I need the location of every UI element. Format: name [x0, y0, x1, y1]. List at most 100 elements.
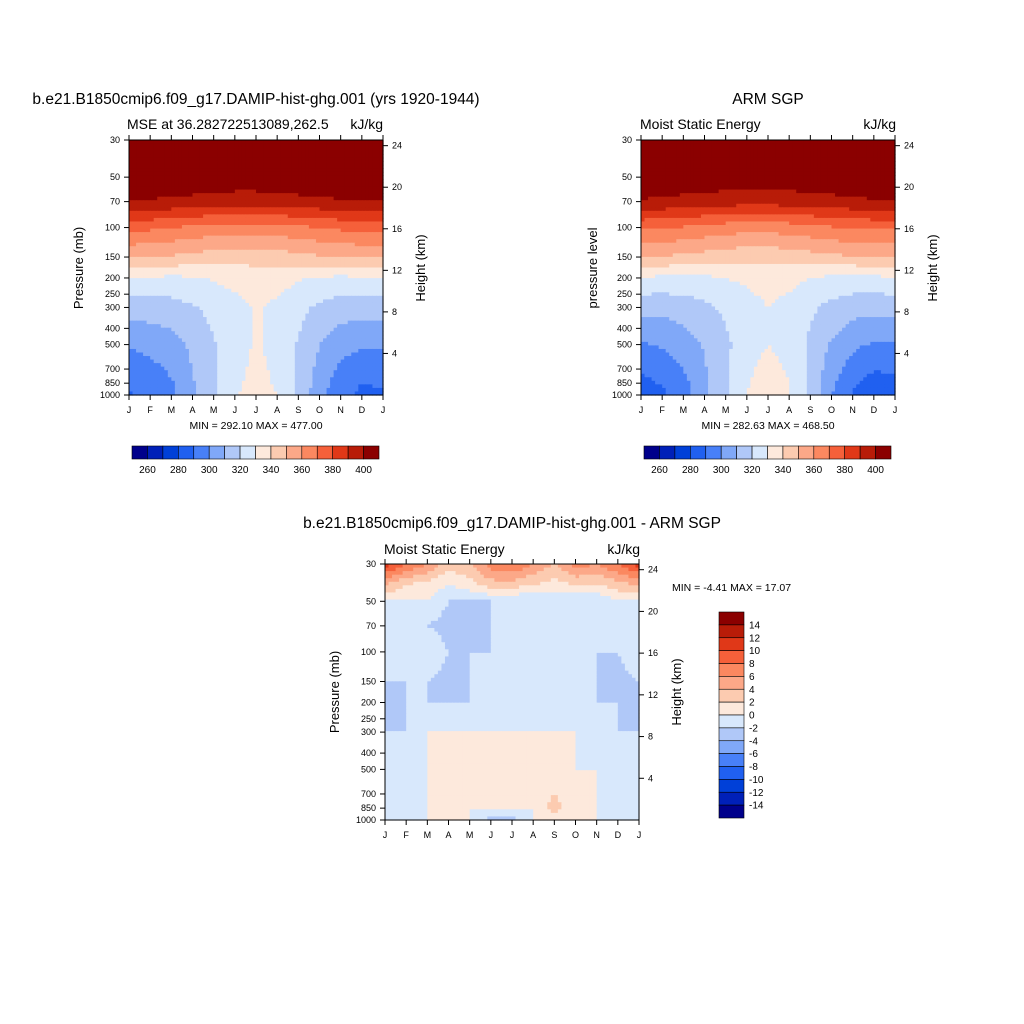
heatmap-cell [188, 260, 194, 265]
heatmap-cell [315, 171, 321, 177]
heatmap-cell [150, 228, 155, 233]
heatmap-cell [210, 281, 215, 286]
heatmap-cell [139, 210, 144, 215]
heatmap-cell [361, 338, 366, 343]
heatmap-cell [273, 334, 278, 339]
heatmap-cell [150, 356, 155, 361]
heatmap-cell [344, 373, 349, 378]
heatmap-cell [213, 302, 218, 308]
heatmap-cell [298, 271, 303, 276]
heatmap-cell [252, 207, 257, 212]
heatmap-cell [305, 175, 310, 180]
heatmap-cell [252, 171, 257, 177]
heatmap-cell [210, 384, 215, 389]
heatmap-cell [361, 292, 366, 297]
heatmap-cell [252, 317, 257, 322]
heatmap-cell [150, 186, 155, 191]
heatmap-cell [213, 345, 218, 350]
heatmap-cell [319, 207, 324, 212]
heatmap-cell [146, 348, 151, 354]
heatmap-cell [252, 295, 257, 300]
heatmap-cell [291, 281, 296, 286]
heatmap-cell [266, 274, 271, 279]
heatmap-cell [231, 263, 236, 269]
heatmap-cell [312, 154, 317, 159]
heatmap-cell [259, 288, 264, 293]
heatmap-cell [351, 210, 356, 215]
heatmap-cell [224, 189, 229, 194]
heatmap-cell [220, 313, 225, 318]
heatmap-cell [333, 164, 338, 169]
heatmap-cell [245, 334, 250, 339]
heatmap-cell [294, 228, 299, 233]
heatmap-cell [146, 377, 151, 382]
heatmap-cell [256, 186, 261, 191]
heatmap-cell [210, 373, 215, 378]
heatmap-cell [305, 242, 310, 247]
heatmap-cell [305, 178, 310, 184]
heatmap-cell [277, 327, 282, 332]
heatmap-cell [319, 363, 324, 368]
heatmap-cell [129, 292, 134, 297]
heatmap-cell [164, 175, 169, 180]
heatmap-cell [245, 327, 250, 332]
heatmap-cell [248, 164, 254, 169]
heatmap-cell [273, 363, 278, 368]
heatmap-cell [224, 186, 229, 191]
heatmap-cell [256, 225, 261, 230]
heatmap-cell [199, 363, 204, 368]
heatmap-cell [340, 154, 345, 159]
heatmap-cell [203, 317, 208, 322]
heatmap-cell [203, 207, 208, 212]
heatmap-cell [153, 267, 158, 272]
heatmap-cell [217, 239, 222, 244]
heatmap-cell [213, 207, 218, 212]
heatmap-cell [379, 228, 384, 233]
heatmap-cell [153, 373, 158, 378]
heatmap-cell [351, 189, 356, 194]
heatmap-cell [171, 217, 176, 223]
heatmap-cell [199, 164, 204, 169]
heatmap-cell [234, 221, 239, 226]
heatmap-cell [150, 154, 155, 159]
heatmap-cell [139, 359, 144, 364]
heatmap-cell [139, 278, 144, 283]
heatmap-cell [333, 256, 338, 262]
heatmap-cell [245, 228, 250, 233]
heatmap-cell [347, 274, 352, 279]
heatmap-cell [171, 281, 176, 286]
heatmap-cell [273, 214, 278, 219]
heatmap-cell [326, 341, 331, 347]
heatmap-cell [213, 341, 218, 347]
heatmap-cell [150, 235, 155, 240]
heatmap-cell [178, 302, 183, 308]
heatmap-cell [224, 256, 229, 262]
heatmap-cell [259, 285, 264, 290]
heatmap-cell [354, 299, 359, 304]
heatmap-cell [178, 341, 183, 347]
heatmap-cell [263, 140, 268, 145]
heatmap-cell [210, 239, 215, 244]
heatmap-cell [146, 221, 151, 226]
heatmap-cell [203, 164, 208, 169]
heatmap-cell [210, 331, 215, 336]
heatmap-cell [284, 345, 289, 350]
heatmap-cell [323, 150, 328, 155]
heatmap-cell [298, 164, 303, 169]
heatmap-cell [368, 334, 374, 339]
heatmap-cell [323, 242, 328, 247]
heatmap-cell [256, 292, 261, 297]
heatmap-cell [188, 168, 194, 173]
heatmap-cell [298, 331, 303, 336]
heatmap-cell [157, 214, 162, 219]
heatmap-cell [287, 228, 292, 233]
heatmap-cell [361, 295, 366, 300]
heatmap-cell [150, 256, 155, 262]
heatmap-cell [287, 232, 292, 237]
heatmap-cell [146, 295, 151, 300]
heatmap-cell [372, 164, 377, 169]
heatmap-cell [224, 182, 229, 187]
heatmap-cell [263, 320, 268, 325]
heatmap-cell [196, 207, 201, 212]
heatmap-cell [323, 175, 328, 180]
